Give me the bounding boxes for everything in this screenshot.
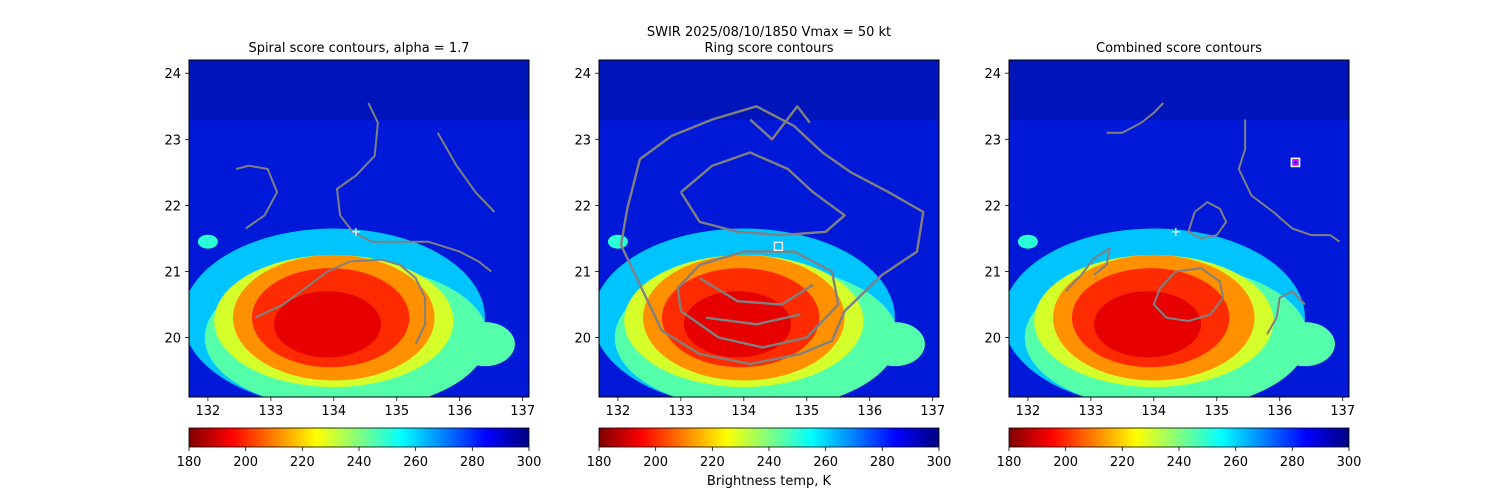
colorbar-tick-label: 180 [587, 455, 612, 470]
colorbar-tick-label: 240 [347, 455, 372, 470]
y-tick-label: 20 [574, 332, 591, 347]
x-tick-label: 133 [668, 404, 693, 419]
y-tick-label: 24 [164, 67, 181, 82]
best-center-marker [1290, 157, 1301, 168]
panel-title: Spiral score contours, alpha = 1.7 [248, 41, 469, 56]
colorbar-tick-label: 240 [757, 455, 782, 470]
y-tick-label: 23 [984, 133, 1001, 148]
y-tick-label: 24 [574, 67, 591, 82]
y-tick-label: 20 [164, 332, 181, 347]
colorbar-tick-label: 220 [290, 455, 315, 470]
colorbar-tick-label: 260 [1223, 455, 1248, 470]
x-tick-label: 133 [1078, 404, 1103, 419]
colorbar: 180 200 220 240 260 280 300 [177, 427, 542, 470]
colorbar-tick-label: 200 [643, 455, 668, 470]
x-tick-label: 132 [1015, 404, 1040, 419]
center-plus-marker [1171, 227, 1180, 236]
contour-line [1106, 102, 1165, 134]
contour-line [705, 313, 801, 326]
x-tick-label: 135 [1204, 404, 1229, 419]
x-tick-label: 134 [731, 404, 756, 419]
x-tick-label: 137 [510, 404, 535, 419]
brightness-field [599, 60, 939, 397]
contour-line [1237, 119, 1341, 243]
contour-line [1266, 290, 1306, 335]
x-tick-label: 135 [384, 404, 409, 419]
colorbar: 180 200 220 240 260 280 300 [587, 427, 952, 470]
colorbar-tick-label: 180 [177, 455, 202, 470]
x-tick-label: 135 [794, 404, 819, 419]
y-tick-label: 23 [574, 133, 591, 148]
contour-line [254, 258, 427, 345]
colorbar-tick-label: 280 [870, 455, 895, 470]
plot-frame [598, 59, 940, 398]
y-tick-label: 22 [164, 199, 181, 214]
colorbar-tick-label: 200 [1053, 455, 1078, 470]
colorbar-label: Brightness temp, K [707, 474, 832, 489]
colorbar-tick-label: 240 [1167, 455, 1192, 470]
y-tick-label: 24 [984, 67, 1001, 82]
x-tick-label: 137 [1330, 404, 1355, 419]
best-center-inner [1292, 159, 1299, 166]
colorbar-tick-label: 180 [997, 455, 1022, 470]
score-contours [1064, 102, 1341, 335]
score-contours [619, 105, 925, 366]
x-tick-label: 136 [1267, 404, 1292, 419]
y-tick-label: 22 [574, 199, 591, 214]
plot-frame [188, 59, 530, 398]
x-tick-label: 132 [605, 404, 630, 419]
colorbar-tick-label: 300 [927, 455, 952, 470]
figure-suptitle: SWIR 2025/08/10/1850 Vmax = 50 kt [647, 25, 891, 40]
colorbar-tick-label: 260 [813, 455, 838, 470]
colorbar-tick-label: 280 [1280, 455, 1305, 470]
center-plus-marker [351, 227, 360, 236]
x-tick-label: 136 [857, 404, 882, 419]
colorbar: 180 200 220 240 260 280 300 [997, 427, 1362, 470]
contour-line [235, 164, 279, 230]
contour-line [749, 105, 811, 141]
colorbar-tick-label: 200 [233, 455, 258, 470]
contour-line [1064, 247, 1111, 292]
y-tick-label: 20 [984, 332, 1001, 347]
contour-line [679, 151, 846, 237]
contour-line [1152, 267, 1225, 322]
y-tick-label: 21 [574, 265, 591, 280]
contour-line [676, 250, 840, 349]
contour-line [699, 277, 814, 306]
panel-title: Combined score contours [1096, 41, 1262, 56]
y-tick-label: 22 [984, 199, 1001, 214]
x-tick-label: 137 [920, 404, 945, 419]
y-tick-label: 23 [164, 133, 181, 148]
contour-line [436, 132, 496, 213]
y-tick-label: 21 [164, 265, 181, 280]
colorbar-tick-label: 260 [403, 455, 428, 470]
panel-3: Combined score contours 132 133 134 135 136 13… [984, 41, 1361, 470]
y-tick-label: 21 [984, 265, 1001, 280]
contour-line [1187, 201, 1228, 240]
colorbar-tick-label: 220 [1110, 455, 1135, 470]
x-tick-label: 134 [321, 404, 346, 419]
center-square-marker [773, 241, 784, 251]
contour-line [619, 105, 925, 366]
colorbar-tick-label: 300 [1337, 455, 1362, 470]
panel-1: Spiral score contours, alpha = 1.7 132 133… [164, 41, 541, 470]
x-tick-label: 133 [258, 404, 283, 419]
x-tick-label: 136 [447, 404, 472, 419]
x-tick-label: 132 [195, 404, 220, 419]
colorbar-tick-label: 300 [517, 455, 542, 470]
panel-2: Ring score contours 132 133 134 135 136 137 20 2… [574, 41, 951, 470]
brightness-field [189, 60, 529, 397]
colorbar-tick-label: 280 [460, 455, 485, 470]
brightness-field [1009, 60, 1349, 397]
panel-title: Ring score contours [704, 41, 833, 56]
colorbar-tick-label: 220 [700, 455, 725, 470]
plot-frame [1008, 59, 1350, 398]
x-tick-label: 134 [1141, 404, 1166, 419]
